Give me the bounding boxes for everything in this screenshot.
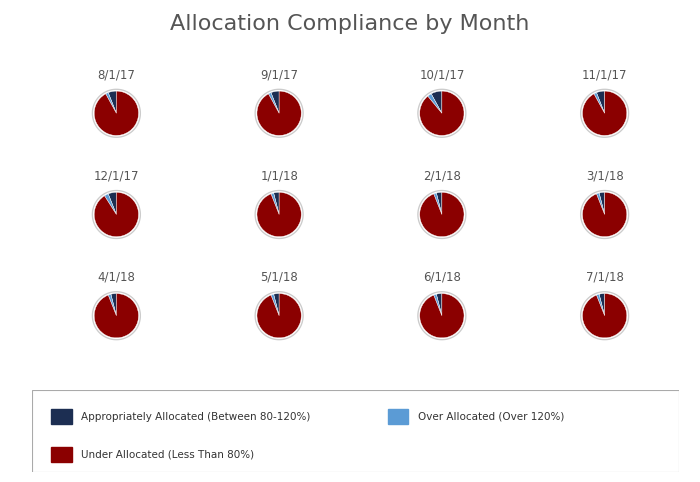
Wedge shape <box>420 192 464 237</box>
Wedge shape <box>431 91 442 113</box>
Wedge shape <box>108 294 116 316</box>
Wedge shape <box>428 94 442 113</box>
Text: 11/1/17: 11/1/17 <box>582 68 627 81</box>
Polygon shape <box>256 89 303 137</box>
Wedge shape <box>420 91 464 135</box>
Polygon shape <box>256 91 302 136</box>
Wedge shape <box>268 93 279 113</box>
Wedge shape <box>271 193 279 214</box>
Wedge shape <box>596 91 605 113</box>
Wedge shape <box>257 91 301 135</box>
Wedge shape <box>594 93 605 113</box>
Wedge shape <box>271 294 279 316</box>
Polygon shape <box>256 292 303 340</box>
Polygon shape <box>92 190 140 239</box>
Text: 5/1/18: 5/1/18 <box>260 270 298 283</box>
Polygon shape <box>582 192 627 237</box>
Bar <box>51 409 71 424</box>
Polygon shape <box>581 89 629 137</box>
Wedge shape <box>108 192 116 214</box>
Wedge shape <box>596 193 605 214</box>
Text: 4/1/18: 4/1/18 <box>97 270 135 283</box>
Wedge shape <box>582 91 626 135</box>
Wedge shape <box>257 192 301 237</box>
Wedge shape <box>94 294 139 338</box>
Polygon shape <box>256 190 303 239</box>
Text: 12/1/17: 12/1/17 <box>94 169 139 182</box>
Polygon shape <box>94 91 139 136</box>
Polygon shape <box>94 192 139 237</box>
Wedge shape <box>599 192 605 214</box>
Wedge shape <box>582 294 626 338</box>
FancyBboxPatch shape <box>32 390 679 472</box>
Wedge shape <box>434 193 442 214</box>
Wedge shape <box>434 294 442 316</box>
Text: Allocation Compliance by Month: Allocation Compliance by Month <box>170 14 530 34</box>
Text: Over Allocated (Over 120%): Over Allocated (Over 120%) <box>418 412 564 422</box>
Wedge shape <box>94 91 139 135</box>
Bar <box>51 447 71 462</box>
Text: 6/1/18: 6/1/18 <box>423 270 461 283</box>
Polygon shape <box>418 190 466 239</box>
Text: Appropriately Allocated (Between 80-120%): Appropriately Allocated (Between 80-120%… <box>81 412 311 422</box>
Text: 3/1/18: 3/1/18 <box>586 169 624 182</box>
Wedge shape <box>274 192 279 214</box>
Text: 9/1/17: 9/1/17 <box>260 68 298 81</box>
Polygon shape <box>94 293 139 338</box>
Polygon shape <box>256 293 302 338</box>
Polygon shape <box>582 293 627 338</box>
Polygon shape <box>581 292 629 340</box>
Text: 2/1/18: 2/1/18 <box>423 169 461 182</box>
Wedge shape <box>106 93 116 113</box>
Polygon shape <box>256 192 302 237</box>
Wedge shape <box>274 294 279 316</box>
Wedge shape <box>108 91 116 113</box>
Polygon shape <box>582 91 627 136</box>
Text: 8/1/17: 8/1/17 <box>97 68 135 81</box>
Wedge shape <box>582 192 626 237</box>
Wedge shape <box>271 91 279 113</box>
Bar <box>388 409 408 424</box>
Wedge shape <box>599 294 605 316</box>
Polygon shape <box>92 89 140 137</box>
Polygon shape <box>418 89 466 137</box>
Wedge shape <box>420 294 464 338</box>
Wedge shape <box>596 294 605 316</box>
Wedge shape <box>436 294 442 316</box>
Wedge shape <box>257 294 301 338</box>
Polygon shape <box>418 292 466 340</box>
Wedge shape <box>436 192 442 214</box>
Polygon shape <box>92 292 140 340</box>
Text: 7/1/18: 7/1/18 <box>586 270 624 283</box>
Wedge shape <box>111 294 116 316</box>
Wedge shape <box>94 192 139 237</box>
Polygon shape <box>419 293 465 338</box>
Polygon shape <box>581 190 629 239</box>
Wedge shape <box>104 194 116 214</box>
Text: Under Allocated (Less Than 80%): Under Allocated (Less Than 80%) <box>81 449 255 459</box>
Text: 10/1/17: 10/1/17 <box>419 68 465 81</box>
Polygon shape <box>419 91 465 136</box>
Polygon shape <box>419 192 465 237</box>
Text: 1/1/18: 1/1/18 <box>260 169 298 182</box>
